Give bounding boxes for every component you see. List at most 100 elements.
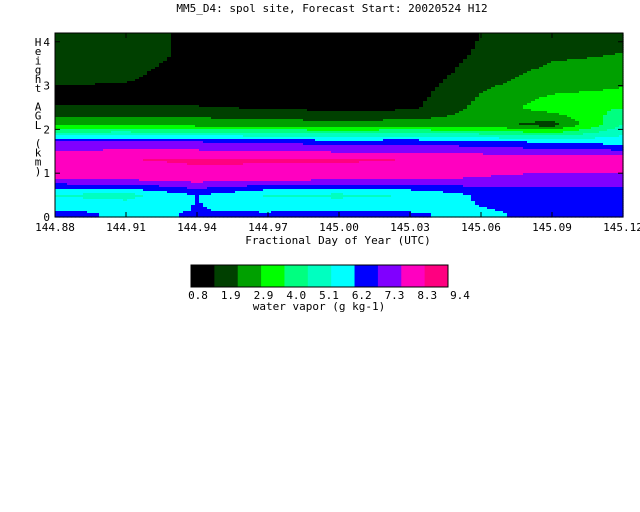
heatmap-cell bbox=[235, 63, 240, 66]
heatmap-cell bbox=[411, 77, 416, 80]
heatmap-cell bbox=[311, 75, 316, 78]
heatmap-cell bbox=[183, 77, 188, 80]
heatmap-cell bbox=[443, 53, 448, 56]
heatmap-cell bbox=[139, 41, 144, 44]
heatmap-cell bbox=[219, 45, 224, 48]
heatmap-cell bbox=[187, 79, 192, 82]
heatmap-cell bbox=[203, 37, 208, 40]
heatmap-cell bbox=[247, 69, 252, 72]
heatmap-cell bbox=[171, 37, 176, 40]
heatmap-cell bbox=[287, 41, 292, 44]
heatmap-cell bbox=[135, 33, 140, 36]
heatmap-cell bbox=[483, 71, 488, 74]
heatmap-cell bbox=[555, 53, 560, 56]
heatmap-cell bbox=[379, 51, 384, 54]
heatmap-cell bbox=[199, 49, 204, 52]
heatmap-cell bbox=[315, 37, 320, 40]
heatmap-cell bbox=[75, 51, 80, 54]
heatmap-cell bbox=[67, 37, 72, 40]
heatmap-cell bbox=[395, 67, 400, 70]
heatmap-cell bbox=[551, 51, 556, 54]
heatmap-cell bbox=[447, 73, 452, 76]
heatmap-cell bbox=[223, 65, 228, 68]
heatmap-cell bbox=[267, 81, 272, 84]
heatmap-cell bbox=[491, 55, 496, 58]
heatmap-cell bbox=[135, 59, 140, 62]
heatmap-cell bbox=[319, 71, 324, 74]
heatmap-cell bbox=[107, 47, 112, 50]
heatmap-cell bbox=[579, 73, 584, 76]
heatmap-cell bbox=[275, 47, 280, 50]
heatmap-cell bbox=[347, 41, 352, 44]
heatmap-cell bbox=[327, 49, 332, 52]
heatmap-cell bbox=[455, 55, 460, 58]
heatmap-cell bbox=[539, 53, 544, 56]
heatmap-cell bbox=[283, 47, 288, 50]
heatmap-cell bbox=[519, 75, 524, 78]
heatmap-cell bbox=[183, 39, 188, 42]
heatmap-cell bbox=[471, 33, 476, 36]
heatmap-cell bbox=[475, 53, 480, 56]
heatmap-cell bbox=[543, 73, 548, 76]
heatmap-cell bbox=[303, 75, 308, 78]
heatmap-cell bbox=[115, 45, 120, 48]
heatmap-cell bbox=[403, 35, 408, 38]
heatmap-cell bbox=[239, 69, 244, 72]
heatmap-cell bbox=[367, 41, 372, 44]
heatmap-cell bbox=[199, 53, 204, 56]
heatmap-cell bbox=[331, 45, 336, 48]
heatmap-cell bbox=[371, 43, 376, 46]
heatmap-cell bbox=[115, 41, 120, 44]
heatmap-cell bbox=[447, 51, 452, 54]
heatmap-cell bbox=[195, 79, 200, 82]
heatmap-cell bbox=[71, 79, 76, 82]
heatmap-cell bbox=[151, 51, 156, 54]
heatmap-cell bbox=[375, 49, 380, 52]
heatmap-cell bbox=[127, 33, 132, 36]
heatmap-cell bbox=[463, 55, 468, 58]
heatmap-cell bbox=[67, 49, 72, 52]
heatmap-cell bbox=[467, 57, 472, 60]
heatmap-cell bbox=[163, 59, 168, 62]
heatmap-cell bbox=[499, 47, 504, 50]
heatmap-cell bbox=[539, 57, 544, 60]
heatmap-cell bbox=[407, 77, 412, 80]
heatmap-cell bbox=[135, 81, 140, 84]
heatmap-cell bbox=[223, 53, 228, 56]
heatmap-cell bbox=[483, 77, 488, 80]
heatmap-cell bbox=[563, 63, 568, 66]
heatmap-cell bbox=[263, 63, 268, 66]
heatmap-cell bbox=[63, 49, 68, 52]
heatmap-cell bbox=[539, 65, 544, 68]
heatmap-cell bbox=[547, 57, 552, 60]
heatmap-cell bbox=[91, 35, 96, 38]
heatmap-cell bbox=[611, 41, 616, 44]
heatmap-cell bbox=[183, 61, 188, 64]
heatmap-cell bbox=[207, 73, 212, 76]
heatmap-cell bbox=[255, 75, 260, 78]
heatmap-cell bbox=[547, 43, 552, 46]
heatmap-cell bbox=[599, 57, 604, 60]
heatmap-cell bbox=[467, 53, 472, 56]
heatmap-cell bbox=[239, 51, 244, 54]
heatmap-cell bbox=[199, 57, 204, 60]
heatmap-cell bbox=[495, 77, 500, 80]
heatmap-cell bbox=[319, 45, 324, 48]
heatmap-cell bbox=[111, 45, 116, 48]
heatmap-cell bbox=[235, 43, 240, 46]
heatmap-cell bbox=[383, 43, 388, 46]
heatmap-cell bbox=[235, 51, 240, 54]
heatmap-cell bbox=[331, 51, 336, 54]
heatmap-cell bbox=[471, 37, 476, 40]
heatmap-cell bbox=[79, 77, 84, 80]
heatmap-cell bbox=[331, 73, 336, 76]
heatmap-cell bbox=[447, 61, 452, 64]
heatmap-cell bbox=[575, 41, 580, 44]
heatmap-cell bbox=[331, 47, 336, 50]
heatmap-cell bbox=[275, 39, 280, 42]
heatmap-cell bbox=[171, 41, 176, 44]
heatmap-cell bbox=[423, 69, 428, 72]
heatmap-cell bbox=[391, 75, 396, 78]
heatmap-cell bbox=[183, 65, 188, 68]
heatmap-cell bbox=[555, 45, 560, 48]
